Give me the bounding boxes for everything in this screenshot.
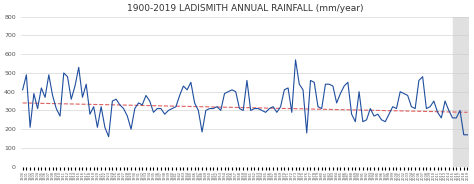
Bar [453,17,469,167]
Title: 1900-2019 LADISMITH ANNUAL RAINFALL (mm/year): 1900-2019 LADISMITH ANNUAL RAINFALL (mm/… [127,4,363,13]
